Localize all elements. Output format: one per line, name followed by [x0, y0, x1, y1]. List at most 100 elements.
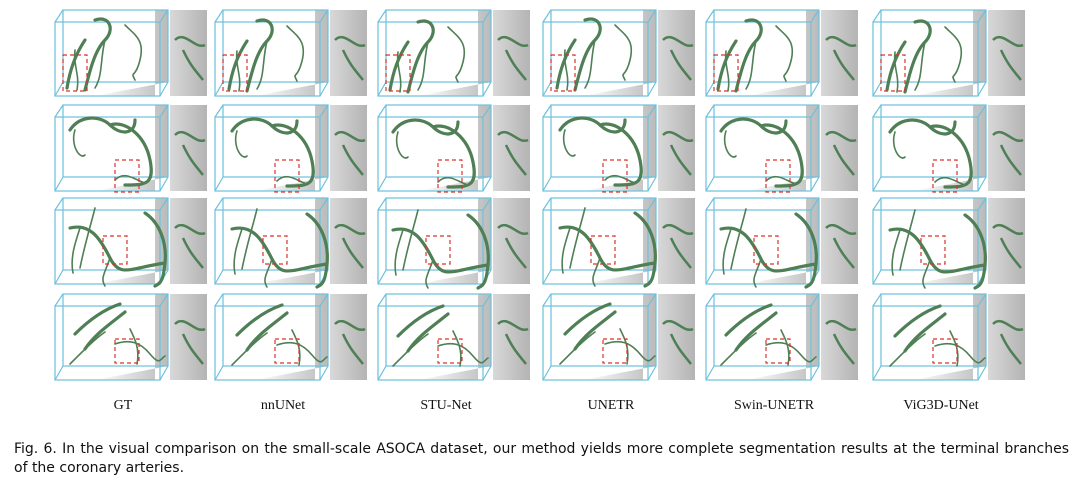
cube-edge: [977, 81, 987, 97]
cube-edge: [542, 9, 552, 23]
cube-edge: [977, 176, 987, 192]
shadow-plane: [913, 198, 986, 284]
side-vessel: [825, 36, 857, 81]
side-view: [493, 10, 530, 96]
side-view: [493, 105, 530, 191]
cube-edge: [214, 365, 224, 381]
cube-edge: [377, 176, 387, 192]
vessel: [395, 131, 409, 159]
vessel: [592, 257, 601, 287]
shadow-plane: [418, 10, 491, 96]
cube-edge: [872, 104, 882, 118]
column-label: GT: [114, 398, 133, 413]
cube-edge: [542, 293, 552, 307]
cube-back: [550, 293, 657, 367]
cube-edge: [705, 293, 715, 307]
cube-edge: [705, 81, 715, 97]
cube-front: [54, 116, 161, 192]
shadow-plane: [418, 294, 491, 380]
vessel: [563, 302, 612, 336]
vessel: [392, 333, 429, 367]
cube-edge: [214, 269, 224, 285]
cube-edge: [214, 104, 224, 118]
side-vessel: [497, 131, 529, 176]
vessel: [584, 39, 596, 89]
shadow-plane: [913, 294, 986, 380]
vessel: [928, 124, 973, 189]
shadow-plane: [746, 198, 819, 284]
side-view: [330, 10, 367, 96]
panel: [54, 104, 207, 193]
vessel: [723, 130, 737, 158]
vessel: [730, 208, 747, 270]
panel: [705, 104, 858, 193]
cube-edge: [542, 176, 552, 192]
vessel: [286, 25, 305, 82]
side-view: [821, 294, 858, 380]
cube-edge: [977, 365, 987, 381]
panel: [705, 9, 858, 97]
vessel: [241, 208, 258, 270]
vessel: [903, 19, 932, 94]
panel: [214, 197, 367, 289]
cube-back: [550, 9, 657, 83]
cube-back: [713, 197, 820, 271]
vessel: [227, 39, 249, 91]
cube-edge: [54, 9, 64, 23]
cube-edge: [214, 293, 224, 307]
cube-edge: [872, 365, 882, 381]
vessel: [108, 122, 153, 187]
side-vessel: [174, 320, 206, 365]
cube-edge: [542, 365, 552, 381]
cube-edge: [54, 176, 64, 192]
vessel: [431, 124, 476, 189]
vessel: [598, 122, 643, 187]
column-label: UNETR: [588, 398, 635, 413]
side-vessel: [662, 224, 694, 269]
figure-panels: GT nnUNet STU-Net UNETR Swin-UNETR ViG3D-UNet: [54, 9, 1025, 413]
panel: [872, 104, 1025, 193]
side-view: [330, 198, 367, 284]
side-view: [658, 105, 695, 191]
vessel: [892, 131, 906, 159]
cube-edge: [647, 293, 657, 307]
cube-edge: [377, 365, 387, 381]
cube-edge: [705, 269, 715, 285]
shadow-plane: [95, 105, 168, 191]
vessel: [102, 257, 111, 287]
roi-box: [262, 235, 288, 265]
side-vessel: [174, 224, 206, 269]
cube-edge: [542, 81, 552, 97]
side-vessel: [174, 131, 206, 176]
vessel: [604, 340, 656, 362]
vessel: [124, 24, 143, 81]
cube-edge: [377, 81, 387, 97]
cube-edge: [319, 9, 329, 23]
cube-back: [62, 197, 169, 271]
panel: [542, 197, 695, 288]
column-label: ViG3D-UNet: [903, 398, 978, 413]
panel: [54, 293, 207, 381]
vessel: [765, 341, 817, 363]
roi-box: [590, 235, 616, 265]
vessel: [614, 24, 633, 81]
vessel: [724, 303, 773, 337]
vessel: [396, 51, 402, 93]
cube-front: [214, 305, 321, 381]
side-vessel: [825, 320, 857, 365]
cube-edge: [159, 365, 169, 381]
vessel: [734, 311, 778, 352]
panel: [542, 104, 695, 193]
vessel: [417, 41, 429, 91]
vessel: [893, 304, 942, 338]
roi-box: [114, 338, 140, 364]
cube-edge: [977, 9, 987, 23]
cube-front: [872, 209, 979, 285]
roi-box: [880, 54, 906, 92]
vessel: [83, 310, 127, 351]
cube-front: [542, 116, 649, 192]
side-vessel: [992, 131, 1024, 176]
vessel: [234, 130, 248, 158]
side-vessel: [662, 320, 694, 365]
vessel: [573, 17, 602, 92]
